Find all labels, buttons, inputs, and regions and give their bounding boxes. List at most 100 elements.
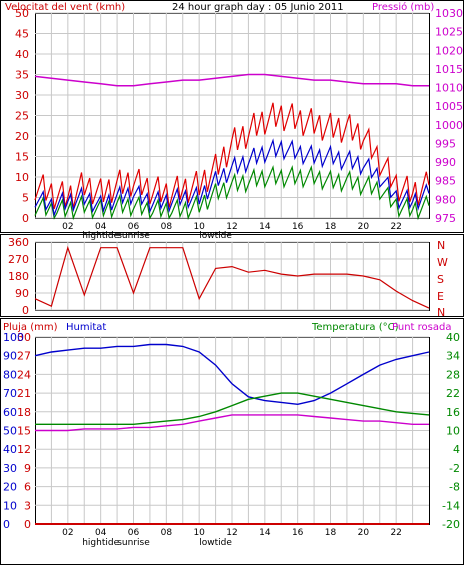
wind-tick-label: 15 bbox=[15, 151, 29, 164]
pressure-tick-label: 1015 bbox=[435, 63, 463, 76]
x-tick-label: 22 bbox=[390, 222, 401, 232]
x-tick-label: 04 bbox=[95, 528, 107, 538]
direction-tick-label: 360 bbox=[8, 236, 29, 249]
x-tick-label: 04 bbox=[95, 222, 107, 232]
humidity-tick-label: 50 bbox=[3, 425, 17, 438]
pressure-tick-label: 990 bbox=[435, 156, 456, 169]
x-tick-label: 22 bbox=[390, 528, 401, 538]
pressure-tick-label: 1025 bbox=[435, 26, 463, 39]
x-tick-label: 14 bbox=[259, 222, 271, 232]
x-tick-label: 10 bbox=[193, 528, 205, 538]
series-line-wind-green bbox=[34, 165, 430, 221]
pressure-tick-label: 1000 bbox=[435, 119, 463, 132]
humidity-tick-label: 30 bbox=[3, 462, 17, 475]
pressure-tick-label: 980 bbox=[435, 193, 456, 206]
pressure-tick-label: 1005 bbox=[435, 100, 463, 113]
wind-tick-label: 35 bbox=[15, 69, 29, 82]
event-label-sunrise: sunrise bbox=[117, 231, 150, 241]
pressure-tick-label: 1030 bbox=[435, 7, 463, 20]
humidity-tick-label: 70 bbox=[3, 387, 17, 400]
temperature-tick-label: -8 bbox=[449, 481, 460, 494]
direction-tick-label: 270 bbox=[8, 253, 29, 266]
pressure-tick-label: 995 bbox=[435, 137, 456, 150]
pressure-tick-label: 1020 bbox=[435, 44, 463, 57]
x-tick-label: 10 bbox=[193, 222, 205, 232]
x-tick-label: 18 bbox=[325, 528, 337, 538]
event-label-hightide: hightide bbox=[82, 231, 119, 241]
rain-tick-label: 18 bbox=[17, 406, 31, 419]
dir-label-e: E bbox=[437, 290, 444, 303]
series-line-temperatura bbox=[35, 392, 430, 425]
pressure-tick-label: 975 bbox=[435, 212, 456, 225]
dewpoint-axis-label: Punt rosada bbox=[392, 322, 451, 333]
event-label-sunrise: sunrise bbox=[117, 538, 150, 548]
dir-label-n-bottom: N bbox=[437, 306, 445, 319]
temperature-tick-label: -20 bbox=[442, 518, 460, 531]
pressure-tick-label: 1010 bbox=[435, 82, 463, 95]
rain-tick-label: 0 bbox=[24, 518, 31, 531]
wind-tick-label: 0 bbox=[22, 212, 29, 225]
x-tick-label: 20 bbox=[358, 528, 370, 538]
dir-label-w: W bbox=[437, 256, 448, 269]
rain-tick-label: 21 bbox=[17, 387, 31, 400]
temperature-tick-label: 4 bbox=[453, 443, 460, 456]
humidity-tick-label: 20 bbox=[3, 481, 17, 494]
series-line-punt-rosada bbox=[35, 414, 429, 432]
dir-label-s: S bbox=[437, 273, 444, 286]
temperature-tick-label: 40 bbox=[446, 331, 460, 344]
series-line-wind-gust bbox=[34, 102, 430, 209]
chart-title: 24 hour graph day : 05 Junio 2011 bbox=[172, 2, 344, 13]
series-line-wind-direction bbox=[34, 245, 430, 309]
x-tick-label: 08 bbox=[161, 528, 173, 538]
wind-tick-label: 40 bbox=[15, 48, 29, 61]
event-label-lowtide: lowtide bbox=[199, 231, 232, 241]
event-label-hightide: hightide bbox=[82, 538, 119, 548]
top-panel-frame bbox=[0, 0, 464, 233]
wind-tick-label: 20 bbox=[15, 130, 29, 143]
tick-labels: 0510152025303540455097598098599099510001… bbox=[3, 7, 463, 531]
series-line-humitat bbox=[34, 343, 430, 406]
pressure-tick-label: 985 bbox=[435, 175, 456, 188]
rain-tick-label: 9 bbox=[24, 462, 31, 475]
humidity-tick-label: 10 bbox=[3, 499, 17, 512]
x-tick-label: 02 bbox=[62, 528, 73, 538]
humidity-tick-label: 80 bbox=[3, 368, 17, 381]
series-layer bbox=[34, 73, 430, 525]
humidity-axis-label: Humitat bbox=[66, 322, 106, 333]
temperature-tick-label: -2 bbox=[449, 462, 460, 475]
wind-tick-label: 30 bbox=[15, 89, 29, 102]
x-tick-label: 06 bbox=[128, 222, 140, 232]
bottom-panel-frame bbox=[0, 318, 464, 565]
x-tick-label: 02 bbox=[62, 222, 73, 232]
temperature-tick-label: 22 bbox=[446, 387, 460, 400]
temperature-tick-label: 34 bbox=[446, 350, 460, 363]
rain-tick-label: 6 bbox=[24, 481, 31, 494]
rain-tick-label: 24 bbox=[17, 368, 31, 381]
x-tick-label: 08 bbox=[161, 222, 173, 232]
direction-tick-label: 0 bbox=[22, 304, 29, 317]
wind-tick-label: 45 bbox=[15, 28, 29, 41]
wind-tick-label: 10 bbox=[15, 171, 29, 184]
rain-tick-label: 27 bbox=[17, 350, 31, 363]
temperature-tick-label: 10 bbox=[446, 425, 460, 438]
x-tick-label: 12 bbox=[226, 222, 237, 232]
series-line-wind-avg bbox=[34, 138, 430, 218]
temperature-tick-label: 28 bbox=[446, 368, 460, 381]
series-line-pressure bbox=[34, 73, 429, 87]
event-label-lowtide: lowtide bbox=[199, 538, 232, 548]
x-tick-label: 14 bbox=[259, 528, 271, 538]
x-tick-label: 16 bbox=[292, 528, 304, 538]
humidity-tick-label: 60 bbox=[3, 406, 17, 419]
rain-tick-label: 15 bbox=[17, 425, 31, 438]
wind-tick-label: 5 bbox=[22, 192, 29, 205]
pressure-axis-label: Pressió (mb) bbox=[372, 1, 434, 13]
direction-tick-label: 90 bbox=[15, 287, 29, 300]
humidity-tick-label: 90 bbox=[3, 350, 17, 363]
rain-tick-label: 12 bbox=[17, 443, 31, 456]
wind-axis-label: Velocitat del vent (kmh) bbox=[5, 2, 125, 13]
x-tick-label: 12 bbox=[226, 528, 237, 538]
rain-axis-label: Pluja (mm) bbox=[3, 322, 58, 333]
humidity-tick-label: 40 bbox=[3, 443, 17, 456]
